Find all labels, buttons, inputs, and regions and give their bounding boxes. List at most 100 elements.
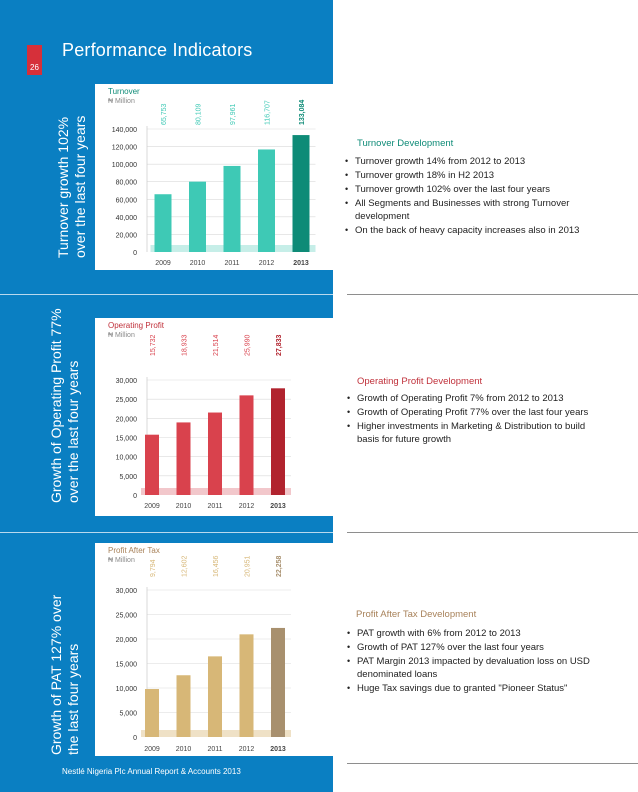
list-item: On the back of heavy capacity increases …	[345, 224, 607, 237]
y-tick-label: 80,000	[116, 180, 138, 187]
bar-2009	[145, 689, 159, 737]
list-item: Growth of Operating Profit 77% over the …	[347, 406, 609, 419]
bar-2011	[208, 412, 222, 495]
list-item: Growth of PAT 127% over the last four ye…	[347, 641, 609, 654]
data-label: 16,456	[213, 555, 220, 577]
bar-2012	[239, 395, 254, 495]
turnover-development-title: Turnover Development	[357, 138, 454, 149]
side-title-turnover: Turnover growth 102% over the last four …	[55, 115, 88, 258]
turnover-development-list: Turnover growth 14% from 2012 to 2013 Tu…	[345, 155, 607, 238]
section-divider	[0, 294, 333, 295]
x-tick-label: 2013	[270, 746, 286, 753]
y-tick-label: 5,000	[119, 474, 137, 481]
section-divider	[0, 532, 333, 533]
x-tick-label: 2011	[224, 260, 239, 267]
footer: Nestlé Nigeria Plc Annual Report & Accou…	[62, 767, 241, 776]
section-divider	[347, 532, 638, 533]
y-tick-label: 120,000	[112, 145, 137, 152]
y-tick-label: 20,000	[116, 232, 138, 239]
pat-chart: Profit After Tax ₦ Million 0 5,000 10,000 15,…	[95, 543, 333, 756]
pat-chart-svg: Profit After Tax ₦ Million 0 5,000 10,000 15,…	[108, 546, 291, 753]
bar-2011	[223, 165, 241, 252]
bar-2009	[145, 434, 159, 495]
operating-profit-chart: Operating Profit ₦ Million 0 5,000 10,000 15,…	[95, 318, 333, 516]
bar-2009	[154, 194, 172, 252]
y-tick-label: 0	[133, 735, 137, 742]
list-item: Huge Tax savings due to granted "Pioneer…	[347, 682, 609, 695]
y-tick-label: 30,000	[116, 378, 138, 385]
x-tick-label: 2012	[259, 260, 275, 267]
data-label: 22,258	[276, 555, 283, 577]
y-tick-label: 25,000	[116, 397, 138, 404]
chart-title: Operating Profit	[108, 321, 165, 330]
x-tick-label: 2010	[176, 503, 192, 510]
x-tick-label: 2011	[207, 746, 222, 753]
y-tick-label: 15,000	[116, 662, 138, 669]
list-item: PAT Margin 2013 impacted by devaluation …	[347, 655, 609, 681]
data-label: 65,753	[161, 103, 168, 125]
side-title-operating-profit: Growth of Operating Profit 77% over the …	[48, 308, 81, 503]
data-label: 80,109	[196, 103, 203, 125]
list-item: Higher investments in Marketing & Distri…	[347, 420, 609, 446]
turnover-chart: Turnover ₦ Million 0 20,000 40,000 60,000 80,0…	[95, 84, 333, 270]
data-label: 27,833	[276, 334, 283, 356]
y-tick-label: 0	[133, 250, 137, 257]
x-tick-label: 2010	[190, 260, 206, 267]
chart-unit: ₦ Million	[108, 98, 135, 105]
bar-2013	[271, 627, 285, 737]
bar-2010	[176, 675, 191, 737]
data-label: 9,794	[150, 559, 157, 577]
list-item: Growth of Operating Profit 7% from 2012 …	[347, 392, 609, 405]
pat-development-list: PAT growth with 6% from 2012 to 2013 Gro…	[347, 627, 609, 696]
y-tick-label: 15,000	[116, 436, 138, 443]
chart-title: Turnover	[108, 87, 140, 96]
side-title-pat: Growth of PAT 127% over the last four ye…	[48, 594, 81, 755]
list-item: Turnover growth 18% in H2 2013	[345, 169, 607, 182]
data-label: 12,602	[182, 555, 189, 577]
bar-2010	[176, 422, 191, 495]
section-divider	[347, 294, 638, 295]
y-tick-label: 40,000	[116, 215, 138, 222]
x-tick-label: 2010	[176, 746, 192, 753]
y-tick-label: 30,000	[116, 588, 138, 595]
data-label: 18,933	[182, 334, 189, 356]
operating-profit-chart-svg: Operating Profit ₦ Million 0 5,000 10,000 15,…	[108, 321, 291, 510]
x-tick-label: 2012	[239, 503, 255, 510]
x-tick-label: 2011	[207, 503, 222, 510]
data-label: 25,990	[245, 334, 252, 356]
data-label: 116,707	[265, 100, 272, 125]
data-label: 97,961	[230, 103, 237, 125]
y-tick-label: 100,000	[112, 162, 137, 169]
page-number: 26	[27, 45, 42, 75]
section-divider	[347, 763, 638, 764]
y-tick-label: 10,000	[116, 686, 138, 693]
chart-unit: ₦ Million	[108, 332, 135, 339]
bar-2013	[271, 388, 285, 495]
data-label: 133,084	[299, 100, 306, 125]
list-item: PAT growth with 6% from 2012 to 2013	[347, 627, 609, 640]
y-tick-label: 10,000	[116, 455, 138, 462]
operating-profit-development-title: Operating Profit Development	[357, 376, 483, 387]
bar-2011	[208, 656, 222, 737]
x-tick-label: 2009	[144, 746, 160, 753]
y-tick-label: 20,000	[116, 416, 138, 423]
y-tick-label: 20,000	[116, 637, 138, 644]
x-tick-label: 2009	[155, 260, 171, 267]
page-title: Performance Indicators	[62, 40, 253, 60]
x-tick-label: 2012	[239, 746, 255, 753]
y-tick-label: 25,000	[116, 613, 138, 620]
bar-2010	[189, 181, 206, 252]
bar-2012	[258, 149, 275, 252]
chart-title: Profit After Tax	[108, 546, 160, 555]
y-tick-label: 5,000	[119, 711, 137, 718]
list-item: Turnover growth 102% over the last four …	[345, 183, 607, 196]
operating-profit-development-list: Growth of Operating Profit 7% from 2012 …	[347, 392, 609, 447]
y-tick-label: 60,000	[116, 197, 138, 204]
turnover-chart-svg: Turnover ₦ Million 0 20,000 40,000 60,000 80,0…	[108, 87, 316, 267]
x-tick-label: 2009	[144, 503, 160, 510]
bar-2012	[239, 634, 254, 737]
data-label: 15,732	[150, 334, 157, 356]
list-item: Turnover growth 14% from 2012 to 2013	[345, 155, 607, 168]
bar-2013	[292, 135, 310, 252]
x-tick-label: 2013	[270, 503, 286, 510]
